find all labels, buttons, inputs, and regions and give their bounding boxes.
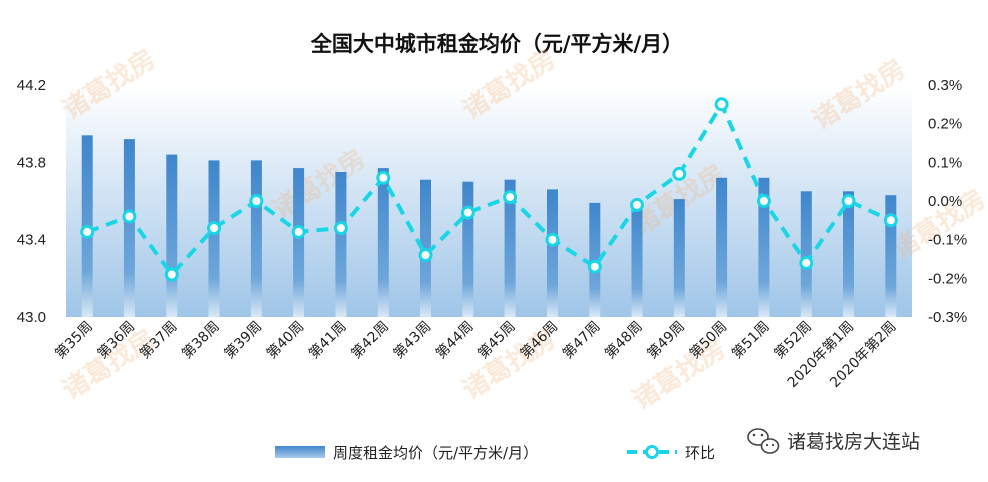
bar [885, 195, 897, 317]
legend-line-label: 环比 [685, 444, 715, 462]
wechat-icon [747, 428, 780, 454]
bar [462, 181, 474, 317]
category-label: 第43周 [390, 318, 434, 362]
bar [293, 168, 305, 317]
line-path [86, 102, 892, 277]
brand-text: 诸葛找房大连站 [787, 431, 920, 453]
right-tick-label: -0.3% [928, 309, 967, 326]
bar [250, 160, 262, 317]
right-tick-label: 0.1% [928, 154, 962, 171]
line-point [460, 205, 475, 220]
watermark-text: 诸葛找房 [627, 334, 731, 416]
line-point [756, 194, 771, 208]
left-tick-label: 43.8 [17, 154, 46, 171]
category-label: 第47周 [559, 318, 603, 362]
line-point [333, 221, 348, 236]
bar [208, 160, 220, 317]
bar [758, 177, 770, 317]
category-label: 第35周 [52, 318, 96, 362]
left-axis: 43.0 43.4 43.8 44.2 [17, 77, 46, 326]
line-point [799, 255, 814, 270]
bar [504, 179, 516, 317]
right-tick-label: 0.3% [928, 77, 962, 94]
category-label: 第44周 [432, 318, 476, 362]
bar [673, 199, 685, 317]
line-point [418, 248, 433, 263]
left-tick-label: 43.0 [17, 309, 46, 326]
line-point [630, 197, 644, 212]
plot-area [66, 85, 912, 317]
line-series [80, 97, 898, 282]
bar [377, 168, 389, 317]
line-point [503, 190, 518, 205]
line-point [291, 224, 306, 239]
category-label: 第48周 [601, 318, 645, 362]
right-tick-label: -0.2% [928, 270, 967, 287]
line-point [883, 213, 898, 228]
right-tick-label: -0.1% [928, 232, 967, 249]
line-point [672, 166, 687, 181]
legend-line-marker [645, 445, 659, 459]
bar [335, 172, 347, 317]
category-label: 第38周 [178, 318, 222, 362]
left-tick-label: 43.4 [17, 232, 46, 249]
line-point [376, 170, 391, 185]
brand-badge: 诸葛找房大连站 [747, 428, 920, 454]
bar [843, 191, 854, 317]
category-label: 第42周 [348, 318, 392, 362]
bar [631, 202, 643, 317]
line-point [207, 221, 221, 236]
line-point [841, 194, 856, 208]
right-tick-label: 0.2% [928, 116, 962, 133]
line-point [164, 267, 179, 282]
category-label: 第51周 [728, 318, 772, 362]
chart-title: 全国大中城市租金均价（元/平方米/月） [310, 32, 683, 56]
legend: 周度租金均价（元/平方米/月） 环比 [275, 444, 715, 462]
left-tick-label: 44.2 [17, 77, 46, 94]
category-label: 第40周 [263, 318, 307, 362]
legend-bar-label: 周度租金均价（元/平方米/月） [333, 444, 538, 462]
line-point [80, 224, 95, 239]
bar [166, 154, 178, 317]
bar [123, 139, 135, 317]
line-point [587, 259, 602, 274]
line-point [249, 194, 264, 208]
bar [547, 189, 558, 317]
category-label: 第41周 [305, 318, 349, 362]
bar [716, 177, 728, 317]
line-point [122, 209, 137, 224]
right-tick-label: 0.0% [928, 193, 962, 210]
line-point [714, 97, 729, 112]
category-label: 第39周 [221, 318, 265, 362]
right-axis: -0.3% -0.2% -0.1% 0.0% 0.1% 0.2% 0.3% [928, 77, 967, 326]
bar [800, 191, 812, 317]
line-point [545, 232, 560, 247]
legend-bar-swatch [275, 446, 325, 458]
